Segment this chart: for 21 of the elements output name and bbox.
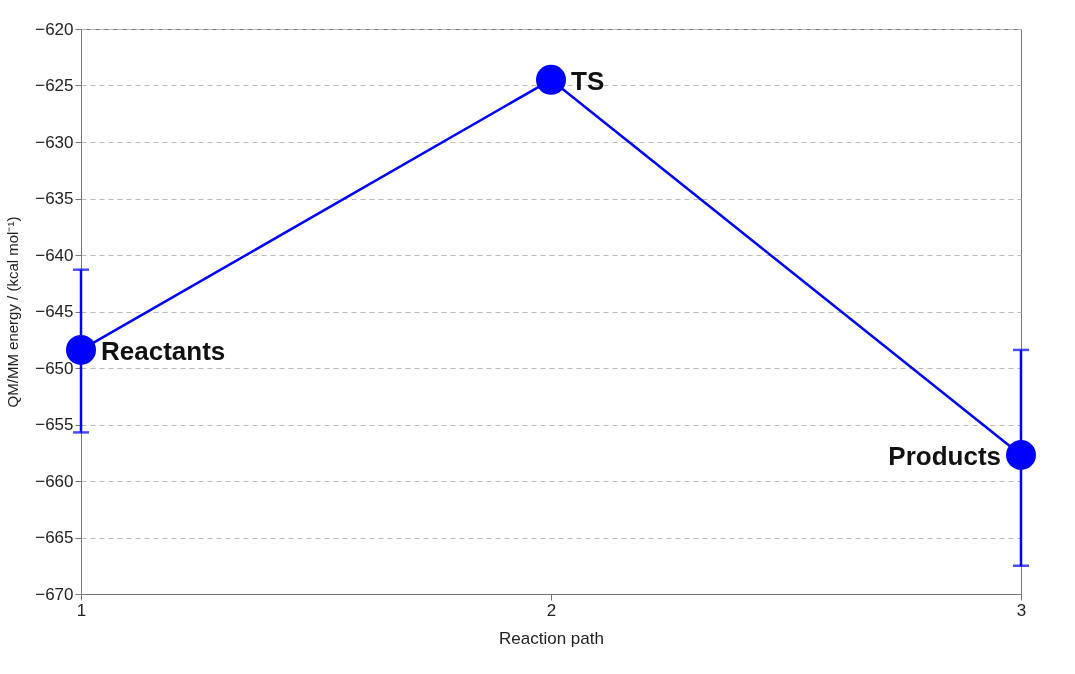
point	[1006, 440, 1036, 470]
y-tick-label: −660	[35, 471, 74, 491]
x-tick-label: 2	[546, 600, 557, 620]
y-tick-label: −620	[35, 19, 74, 39]
annotation: Reactants	[101, 335, 226, 366]
y-tick-label: −655	[35, 415, 74, 434]
y-tick-label: −645	[35, 302, 74, 321]
y-tick-label: −650	[35, 358, 74, 378]
y-tick-label: −670	[35, 584, 74, 604]
y-tick-label: −630	[35, 132, 74, 152]
annotation: Products	[888, 441, 1001, 472]
y-tick-label: −665	[35, 528, 74, 547]
x-tick-label: 1	[76, 600, 87, 620]
x-axis-title: Reaction path	[499, 628, 604, 648]
y-axis-title: QM/MM energy / (kcal mol⁻¹)	[4, 216, 22, 408]
y-tick-label: −635	[35, 189, 74, 208]
x-tick-label: 3	[1016, 600, 1027, 620]
point	[536, 64, 566, 95]
annotation: TS	[571, 65, 605, 96]
y-tick-label: −625	[35, 76, 74, 95]
y-tick-label: −640	[35, 245, 74, 265]
